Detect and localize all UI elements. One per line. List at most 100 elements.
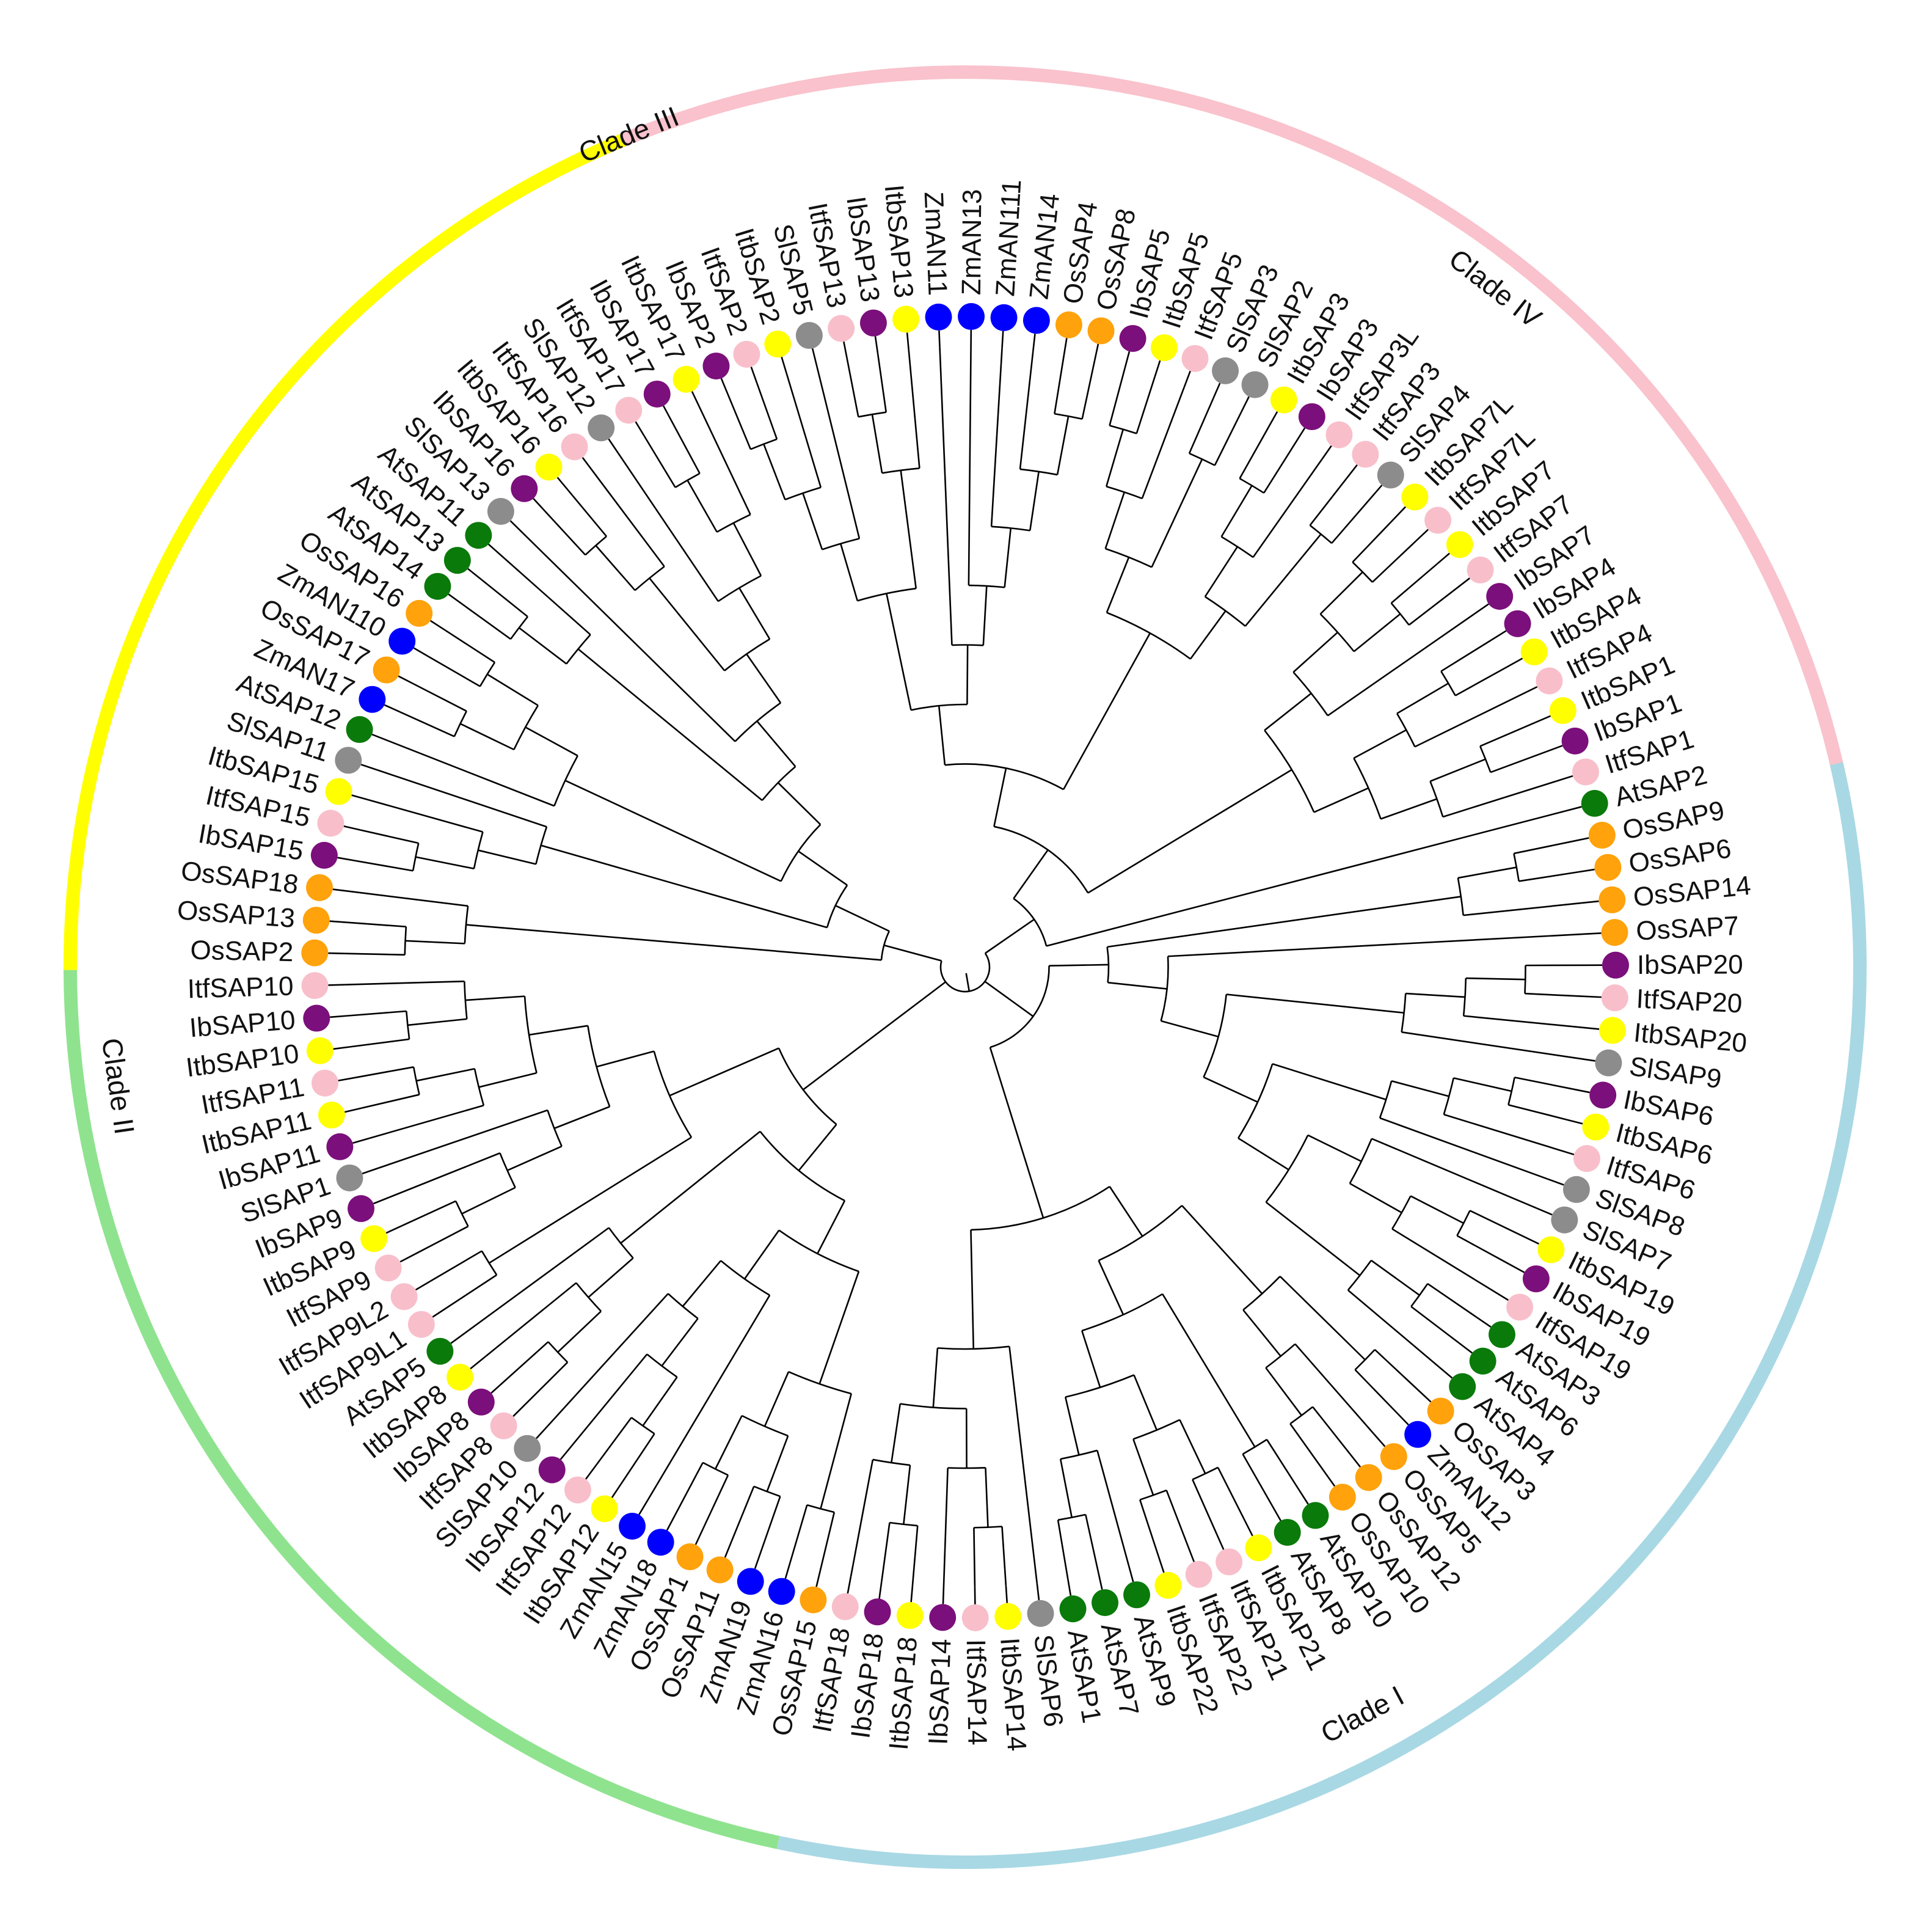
- branch-segment-196: [1064, 1397, 1080, 1455]
- tip-connector: [533, 498, 546, 512]
- branch-segment-163: [1109, 1186, 1143, 1237]
- branch-segment-118: [1161, 1020, 1219, 1038]
- tip-connector: [720, 378, 729, 395]
- branch-segment-309: [349, 890, 468, 907]
- branch-segment-160: [1347, 1289, 1440, 1368]
- species-dot-atsap10: [1302, 1502, 1329, 1529]
- branch-segment-20: [815, 365, 861, 539]
- branch-arc-185: [1065, 1374, 1134, 1398]
- tip-connector: [878, 1581, 883, 1599]
- branch-arc-342: [509, 616, 528, 640]
- tree-branches: [328, 330, 1602, 1604]
- tip-connector: [1578, 1058, 1595, 1062]
- species-dot-ossap17: [373, 656, 400, 684]
- branch-arc-260: [575, 1282, 602, 1312]
- branch-arc-83: [1390, 602, 1410, 626]
- leaf-label-itfsap10: ItfSAP10: [187, 971, 294, 1004]
- tip-connector: [724, 1541, 732, 1558]
- branch-arc-187: [1132, 1419, 1181, 1440]
- species-dot-itfsap3: [1352, 441, 1379, 468]
- branch-segment-331: [399, 711, 455, 737]
- branch-segment-282: [401, 1200, 456, 1227]
- species-dot-itfsap9l2: [390, 1283, 418, 1311]
- species-dot-ibsap11: [326, 1133, 354, 1160]
- species-dot-slsap12: [588, 414, 615, 442]
- branch-segment-122: [1405, 992, 1465, 998]
- branch-segment-303: [465, 924, 882, 961]
- clade-arc-1: [570, 65, 1850, 796]
- clade-arc-3: [64, 970, 780, 1849]
- tip-connector: [1556, 775, 1573, 782]
- branch-arc-325: [553, 755, 578, 806]
- branch-arc-311: [826, 885, 848, 928]
- species-dot-zman13: [958, 303, 985, 331]
- branch-segment-95: [1414, 693, 1523, 748]
- branch-segment-335: [428, 656, 481, 687]
- species-dot-zman111: [990, 304, 1018, 331]
- tip-connector: [1521, 686, 1538, 695]
- tip-connector: [1093, 343, 1099, 361]
- species-dot-ossap8: [1087, 317, 1115, 345]
- tip-connector: [750, 367, 758, 384]
- tip-connector: [512, 1403, 526, 1417]
- tip-connector: [1066, 1578, 1072, 1596]
- branch-segment-158: [1427, 1283, 1478, 1318]
- tip-connector: [874, 336, 879, 354]
- branch-segment-7: [938, 706, 946, 766]
- species-dot-ossap16: [406, 599, 433, 627]
- branch-arc-295: [464, 981, 468, 1019]
- tip-connector: [1212, 382, 1221, 400]
- branch-segment-26: [877, 353, 888, 412]
- branch-arc-241: [702, 1461, 729, 1476]
- tip-connector: [1324, 1471, 1336, 1487]
- species-dot-ossap14: [1598, 886, 1626, 913]
- species-dot-itfsap7l: [1424, 506, 1452, 534]
- branch-segment-177: [1289, 1423, 1325, 1473]
- branch-segment-321: [377, 769, 547, 828]
- branch-segment-253: [621, 1433, 655, 1484]
- branch-segment-106: [1049, 964, 1109, 967]
- branch-segment-249: [661, 1318, 699, 1367]
- branch-segment-345: [500, 555, 591, 635]
- branch-segment-138: [1514, 1077, 1573, 1090]
- tip-connector: [781, 356, 787, 374]
- branch-segment-296: [407, 1018, 467, 1026]
- branch-segment-171: [1242, 1309, 1281, 1357]
- branch-segment-27: [908, 349, 920, 469]
- branch-segment-104: [984, 981, 1034, 1017]
- branch-segment-367: [698, 406, 751, 515]
- branch-arc-2: [1013, 898, 1048, 946]
- branch-segment-3: [1013, 849, 1049, 899]
- tip-connector: [385, 1225, 403, 1234]
- tip-connector: [1187, 1545, 1195, 1562]
- species-dot-zman15: [618, 1512, 646, 1540]
- branch-arc-352: [634, 566, 665, 591]
- branch-segment-312: [541, 844, 828, 929]
- branch-segment-300: [345, 980, 465, 985]
- branch-arc-172: [1265, 1343, 1296, 1369]
- species-dot-atsap9: [1123, 1581, 1151, 1609]
- branch-segment-363: [687, 480, 718, 533]
- branch-segment-72: [1087, 769, 1292, 894]
- branch-segment-360: [618, 452, 719, 602]
- branch-segment-182: [1266, 1439, 1300, 1490]
- branch-segment-356: [567, 490, 607, 537]
- branch-arc-90: [1396, 713, 1416, 747]
- branch-segment-184: [1081, 1330, 1101, 1388]
- branch-segment-67: [1252, 459, 1322, 558]
- tip-connector: [1321, 445, 1332, 461]
- branch-segment-348: [522, 532, 736, 742]
- branch-segment-1: [985, 918, 1035, 954]
- species-dot-atsap5: [426, 1337, 454, 1365]
- branch-arc-8: [911, 703, 968, 711]
- tip-connector: [338, 1077, 355, 1082]
- branch-arc-359: [718, 575, 762, 602]
- branch-segment-144: [1307, 1134, 1362, 1163]
- branch-segment-266: [464, 1227, 610, 1334]
- tip-connector: [691, 391, 701, 408]
- branch-segment-11: [840, 543, 858, 601]
- species-dot-itfsap2: [733, 340, 760, 368]
- tip-connector: [1557, 1149, 1575, 1155]
- branch-segment-316: [415, 856, 475, 870]
- species-dot-slsap6: [1027, 1600, 1054, 1627]
